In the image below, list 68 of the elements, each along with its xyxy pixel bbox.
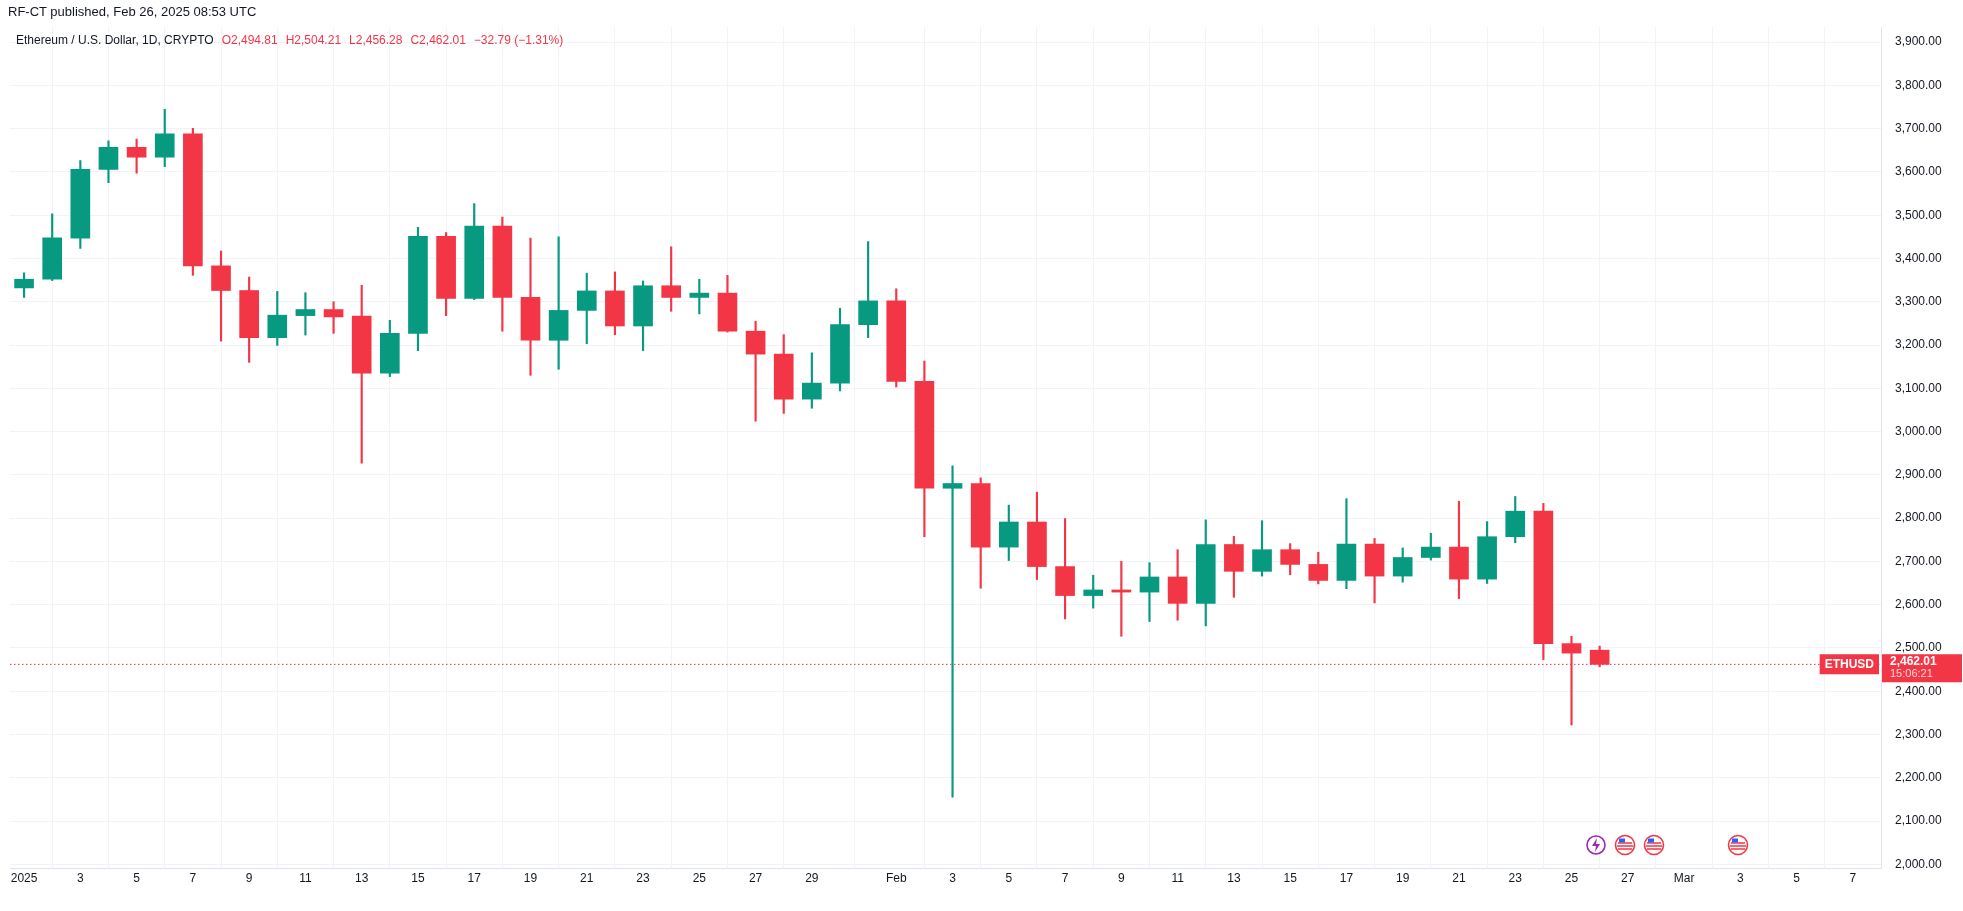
x-tick-label: 17 — [1339, 871, 1354, 886]
x-tick-label: 11 — [1171, 871, 1185, 886]
y-tick-label: 3,200.00 — [1895, 337, 1943, 352]
x-tick-label: 9 — [245, 871, 253, 886]
annotation: ETHUSD — [1824, 656, 1875, 671]
y-tick-label: 3,400.00 — [1895, 250, 1943, 265]
x-tick-label: 21 — [580, 871, 594, 886]
ref-line-label: 2,462.01 — [1890, 653, 1938, 668]
y-tick-label: 2,800.00 — [1895, 510, 1943, 525]
x-tick-label: 27 — [748, 871, 763, 886]
y-tick-label: 3,500.00 — [1895, 207, 1943, 222]
y-tick-label: 2,100.00 — [1895, 813, 1943, 828]
candlestick — [295, 292, 316, 336]
annotation: C2,462.01 — [410, 33, 466, 47]
x-tick-label: 2025 — [10, 871, 38, 886]
y-tick-label: 3,300.00 — [1895, 294, 1943, 309]
x-tick-label: 21 — [1452, 871, 1466, 886]
x-tick-label: Mar — [1673, 871, 1695, 886]
y-tick-label: 2,600.00 — [1895, 596, 1943, 611]
text: RF-CT published, Feb 26, 2025 08:53 UTC — [8, 4, 257, 19]
x-tick-label: 5 — [1793, 871, 1801, 886]
x-tick-label: 7 — [189, 871, 197, 886]
x-tick-label: 27 — [1621, 871, 1635, 886]
x-tick-label: 9 — [1118, 871, 1125, 886]
x-tick-label: 7 — [1849, 871, 1857, 886]
y-tick-label: 3,700.00 — [1895, 121, 1943, 135]
x-tick-label: 25 — [692, 871, 707, 886]
annotation: O2,494.81 — [221, 33, 278, 47]
x-tick-label: 23 — [636, 871, 651, 886]
x-tick-label: 19 — [523, 871, 538, 886]
y-tick-label: 2,700.00 — [1895, 553, 1943, 568]
x-tick-label: 13 — [1227, 871, 1241, 886]
candlestick — [1139, 562, 1160, 622]
x-tick-label: 3 — [1736, 871, 1744, 886]
text: Ethereum / U.S. Dollar, 1D, CRYPTO — [16, 33, 214, 47]
y-tick-label: 2,900.00 — [1895, 467, 1943, 482]
candlestick — [520, 237, 541, 376]
y-tick-label: 2,400.00 — [1895, 683, 1943, 698]
x-tick-label: 11 — [299, 871, 312, 886]
y-tick-label: 3,000.00 — [1895, 423, 1943, 438]
y-tick-label: 2,000.00 — [1895, 856, 1943, 871]
x-tick-label: 5 — [133, 871, 141, 886]
text: 15:06:21 — [1890, 667, 1933, 680]
x-tick-label: 29 — [805, 871, 819, 886]
y-tick-label: 3,600.00 — [1895, 164, 1943, 179]
x-tick-label: 23 — [1508, 871, 1523, 886]
x-tick-label: 3 — [949, 871, 957, 886]
x-tick-label: 13 — [355, 871, 369, 886]
y-tick-label: 3,800.00 — [1895, 77, 1943, 92]
x-tick-label: 19 — [1396, 871, 1410, 886]
y-tick-label: 2,300.00 — [1895, 726, 1943, 741]
x-tick-label: 5 — [1005, 871, 1013, 886]
y-tick-label: 2,500.00 — [1895, 640, 1943, 655]
y-tick-label: 3,100.00 — [1895, 380, 1943, 395]
x-tick-label: 25 — [1564, 871, 1579, 886]
x-tick-label: 3 — [76, 871, 84, 886]
annotation: −32.79 (−1.31%) — [473, 33, 564, 47]
annotation: H2,504.21 — [285, 33, 342, 47]
y-tick-label: 2,200.00 — [1895, 770, 1943, 785]
x-tick-label: Feb — [885, 871, 907, 886]
annotation: L2,456.28 — [349, 33, 403, 47]
candlestick — [323, 301, 344, 334]
x-tick-label: 15 — [411, 871, 425, 886]
y-tick-label: 3,900.00 — [1895, 34, 1943, 49]
x-tick-label: 15 — [1283, 871, 1298, 886]
x-tick-label: 7 — [1061, 871, 1069, 886]
candlestick — [942, 465, 963, 798]
x-tick-label: 17 — [467, 871, 482, 886]
